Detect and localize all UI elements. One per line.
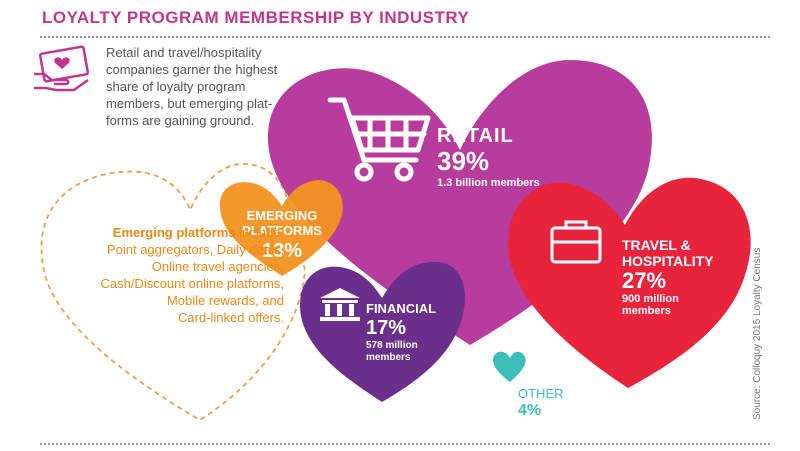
emerging-note-line: Card-linked offers.	[178, 310, 284, 325]
intro-text: Retail and travel/hospitality companies …	[106, 45, 278, 128]
emerging-platforms-note: Emerging platforms include: Point aggreg…	[54, 224, 284, 326]
other-value: 4%	[518, 402, 541, 419]
travel-label-line1: TRAVEL &	[622, 237, 691, 253]
financial-members-line2: members	[366, 352, 411, 363]
travel-value: 27%	[622, 268, 666, 293]
travel-members-line2: members	[622, 305, 671, 317]
travel-members-line1: 900 million	[622, 293, 679, 305]
travel-label-line2: HOSPITALITY	[622, 253, 714, 269]
top-divider	[40, 36, 770, 38]
emerging-label-line1: EMERGING	[247, 208, 318, 223]
financial-label: FINANCIAL	[366, 301, 436, 316]
emerging-note-line: Mobile rewards, and	[166, 293, 284, 308]
bottom-divider	[40, 443, 770, 445]
other-heart	[493, 351, 526, 382]
emerging-outline-heart	[40, 163, 306, 422]
chart-title: LOYALTY PROGRAM MEMBERSHIP BY INDUSTRY	[42, 8, 470, 27]
emerging-note-line: Point aggregators, Daily deals,	[106, 242, 284, 257]
retail-members: 1.3 billion members	[437, 177, 540, 189]
bank-building-icon	[320, 288, 360, 321]
emerging-note-suffix: include:	[235, 225, 284, 240]
emerging-value: 13%	[262, 240, 302, 262]
emerging-note-lead: Emerging platforms	[112, 225, 236, 240]
retail-label: RETAIL	[437, 125, 514, 147]
briefcase-icon	[550, 220, 602, 264]
emerging-note-line: Online travel agencies,	[151, 259, 284, 274]
travel-heart	[507, 177, 751, 388]
hand-heart-card-icon	[34, 45, 90, 92]
emerging-heart	[219, 180, 343, 276]
other-label: OTHER	[518, 386, 564, 401]
retail-value: 39%	[437, 146, 489, 176]
emerging-note-line: Cash/Discount online platforms,	[100, 276, 284, 291]
shopping-cart-icon	[327, 97, 431, 182]
emerging-label-line2: PLATFORMS	[242, 223, 322, 238]
financial-members-line1: 578 million	[366, 340, 418, 351]
source-note: Source: Colloquy 2015 Loyalty Census	[752, 247, 763, 420]
financial-value: 17%	[366, 317, 406, 339]
